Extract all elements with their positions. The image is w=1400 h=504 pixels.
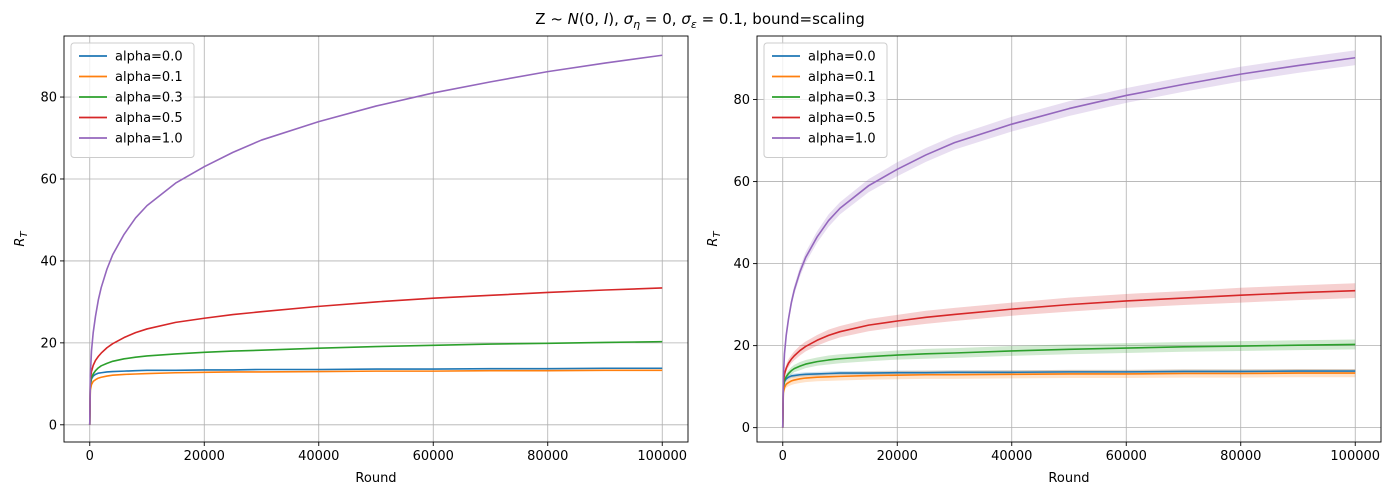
x-tick-label: 60000 xyxy=(413,449,454,464)
y-tick-label: 0 xyxy=(49,418,57,433)
suptitle-sub-eta: η xyxy=(633,18,640,31)
suptitle-eq2: = 0.1, bound=scaling xyxy=(697,10,865,28)
suptitle-z: Z xyxy=(535,10,545,28)
y-axis-label-sub: T xyxy=(19,231,30,238)
suptitle-n: N xyxy=(568,10,579,28)
x-tick-label: 20000 xyxy=(877,449,918,464)
legend-entry-label: alpha=0.1 xyxy=(808,70,876,85)
axes-frame xyxy=(756,35,1382,443)
suptitle-i: I xyxy=(604,10,609,28)
x-axis-label: Round xyxy=(355,471,396,486)
suptitle-sub-eps: ε xyxy=(691,18,697,31)
y-axis-label-main: R xyxy=(13,238,28,247)
y-axis-label: RT xyxy=(13,231,30,247)
legend-entry-label: alpha=0.5 xyxy=(808,111,876,126)
suptitle-eq1: = 0, xyxy=(640,10,681,28)
series-line-alpha-1.0 xyxy=(781,56,1356,428)
x-tick-label: 80000 xyxy=(1220,449,1261,464)
suptitle-sigma-eta: σ xyxy=(624,10,634,28)
series-line-alpha-0.0 xyxy=(88,367,663,425)
legend-entry-label: alpha=0.0 xyxy=(115,50,183,65)
confidence-band-alpha-0.3 xyxy=(782,339,1356,429)
right-panel-chart: 0 20000 40000 60000 80000 100000 0 20 40 60 80 Roun… xyxy=(706,35,1382,486)
confidence-band-alpha-0.0 xyxy=(782,369,1356,429)
x-tick-label: 100000 xyxy=(637,449,687,464)
series-line-alpha-0.3 xyxy=(781,343,1356,428)
y-axis-label: RT xyxy=(706,231,723,247)
confidence-band-alpha-0.1 xyxy=(782,369,1356,429)
axes-frame xyxy=(63,35,689,443)
suptitle-tilde: ~ xyxy=(546,10,568,28)
figure-suptitle: Z ~ N(0, I), ση = 0, σε = 0.1, bound=sca… xyxy=(535,10,864,31)
suptitle-paren-close: ), xyxy=(608,10,623,28)
y-tick-label: 0 xyxy=(742,421,750,436)
y-tick-label: 60 xyxy=(733,175,750,190)
series-line-alpha-0.3 xyxy=(88,340,663,425)
y-tick-label: 40 xyxy=(733,257,750,272)
x-tick-label: 40000 xyxy=(991,449,1032,464)
series-line-alpha-1.0 xyxy=(88,54,663,425)
legend-entry-label: alpha=0.3 xyxy=(115,91,183,106)
x-tick-label: 80000 xyxy=(527,449,568,464)
x-tick-label: 0 xyxy=(86,449,94,464)
series-line-alpha-0.1 xyxy=(781,372,1356,428)
legend-box xyxy=(70,42,195,158)
legend-box xyxy=(763,42,888,158)
series-line-alpha-0.5 xyxy=(781,289,1356,428)
suptitle-paren-open: (0, xyxy=(579,10,604,28)
y-axis-label-main: R xyxy=(706,238,721,247)
y-tick-label: 60 xyxy=(40,172,57,187)
y-tick-label: 20 xyxy=(733,339,750,354)
x-tick-label: 100000 xyxy=(1330,449,1380,464)
y-tick-label: 80 xyxy=(40,91,57,106)
legend-entry-label: alpha=0.5 xyxy=(115,111,183,126)
x-tick-label: 20000 xyxy=(184,449,225,464)
x-tick-label: 60000 xyxy=(1106,449,1147,464)
legend-entry-label: alpha=0.1 xyxy=(115,70,183,85)
legend-entry-label: alpha=1.0 xyxy=(115,132,183,147)
x-tick-label: 40000 xyxy=(298,449,339,464)
x-axis-label: Round xyxy=(1048,471,1089,486)
y-axis-label-sub: T xyxy=(712,231,723,238)
y-tick-label: 20 xyxy=(40,336,57,351)
series-line-alpha-0.0 xyxy=(781,370,1356,428)
left-panel-chart: 0 20000 40000 60000 80000 100000 0 20 40 60 80 Roun… xyxy=(13,35,689,486)
legend-entry-label: alpha=1.0 xyxy=(808,132,876,147)
y-tick-label: 80 xyxy=(733,93,750,108)
suptitle-sigma-eps: σ xyxy=(681,10,691,28)
legend-entry-label: alpha=0.3 xyxy=(808,91,876,106)
y-tick-label: 40 xyxy=(40,254,57,269)
series-line-alpha-0.1 xyxy=(88,369,663,425)
confidence-band-alpha-0.5 xyxy=(782,283,1356,429)
x-tick-label: 0 xyxy=(779,449,787,464)
legend-entry-label: alpha=0.0 xyxy=(808,50,876,65)
series-line-alpha-0.5 xyxy=(88,287,663,425)
